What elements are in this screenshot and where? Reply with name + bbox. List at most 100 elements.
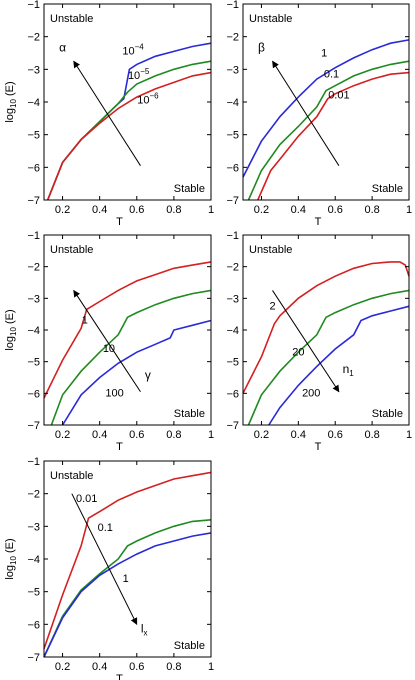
y-tick-label: −5 — [226, 357, 239, 369]
series-label-3: 1 — [123, 573, 129, 585]
y-tick-label: −6 — [27, 162, 40, 174]
series-label-1: 1 — [82, 315, 88, 327]
y-tick-label: −5 — [27, 357, 40, 369]
y-tick-label: −3 — [226, 293, 239, 305]
x-tick-label: 0.8 — [364, 204, 379, 216]
y-tick-label: −4 — [27, 554, 40, 566]
parameter-arrow — [71, 493, 138, 625]
series-label-1: 2 — [269, 300, 275, 312]
series-line-2 — [43, 519, 212, 658]
y-tick-label: −6 — [226, 388, 239, 400]
series-label-2: 0.1 — [98, 522, 113, 534]
x-tick-label: 1 — [406, 204, 412, 216]
chart-panel-4: 0.2 0.4 0.6 0.8 1 −1 −2 −3 −4 −5 −6 −7 T Unstable Stab… — [226, 230, 412, 453]
series-label-3: 10−6 — [137, 92, 159, 107]
y-tick-label: −5 — [226, 130, 239, 142]
series-label-2: 10 — [103, 343, 115, 355]
y-tick-label: −7 — [27, 195, 40, 207]
x-tick-label: 0.8 — [166, 204, 181, 216]
x-axis-label: T — [116, 673, 123, 680]
series-line-3 — [268, 305, 410, 426]
parameter-arrow — [272, 60, 340, 166]
unstable-label: Unstable — [50, 244, 93, 256]
y-tick-label: −4 — [27, 325, 40, 337]
series-line-2 — [50, 289, 212, 426]
x-tick-label: 0.4 — [92, 661, 107, 673]
y-tick-label: −7 — [226, 420, 239, 432]
parameter-symbol: α — [59, 40, 66, 54]
series-label-3: 200 — [302, 388, 320, 400]
stable-label: Stable — [372, 408, 403, 420]
x-tick-label: 0.2 — [254, 204, 269, 216]
parameter-arrow — [73, 60, 141, 166]
x-tick-label: 1 — [208, 204, 214, 216]
x-tick-label: 1 — [208, 429, 214, 441]
series-line-2 — [247, 289, 410, 426]
plot-frame — [242, 234, 410, 426]
x-tick-label: 0.8 — [166, 661, 181, 673]
y-axis-label: log10 (E) — [4, 309, 18, 350]
x-tick-label: 0.6 — [129, 429, 144, 441]
stable-label: Stable — [372, 183, 403, 195]
x-axis-label: T — [315, 216, 322, 228]
x-tick-label: 1 — [406, 429, 412, 441]
series-label-1: 10−4 — [122, 43, 144, 58]
y-tick-label: −3 — [27, 293, 40, 305]
parameter-arrow — [73, 289, 141, 393]
y-tick-label: −1 — [27, 0, 40, 11]
parameter-symbol: lx — [141, 622, 148, 638]
x-tick-label: 0.8 — [364, 429, 379, 441]
stable-label: Stable — [174, 183, 205, 195]
series-line-2 — [247, 60, 410, 201]
parameter-symbol: β — [258, 40, 265, 54]
y-tick-label: −4 — [226, 325, 239, 337]
x-tick-label: 0.2 — [55, 429, 70, 441]
y-tick-label: −6 — [27, 388, 40, 400]
parameter-symbol: γ — [145, 368, 151, 382]
y-tick-label: −5 — [27, 130, 40, 142]
y-tick-label: −1 — [27, 230, 40, 242]
y-tick-label: −3 — [27, 521, 40, 533]
y-tick-label: −3 — [226, 64, 239, 76]
x-tick-label: 0.2 — [55, 204, 70, 216]
unstable-label: Unstable — [249, 13, 292, 25]
y-tick-label: −4 — [27, 97, 40, 109]
x-tick-label: 0.6 — [129, 204, 144, 216]
x-tick-label: 0.4 — [291, 429, 306, 441]
y-tick-label: −4 — [226, 97, 239, 109]
y-axis-label: log10 (E) — [4, 538, 18, 579]
x-axis-label: T — [315, 441, 322, 453]
series-line-1 — [242, 39, 410, 178]
x-tick-label: 0.4 — [291, 204, 306, 216]
chart-panel-2: 0.2 0.4 0.6 0.8 1 −1 −2 −3 −4 −5 −6 −7 T Unstable Stab… — [226, 0, 412, 228]
x-tick-label: 0.6 — [129, 661, 144, 673]
plot-frame — [43, 234, 212, 426]
x-tick-label: 0.8 — [166, 429, 181, 441]
x-tick-label: 0.6 — [328, 429, 343, 441]
stable-label: Stable — [174, 408, 205, 420]
series-line-3 — [43, 532, 212, 658]
y-tick-label: −6 — [226, 162, 239, 174]
y-tick-label: −7 — [27, 652, 40, 664]
x-tick-label: 0.2 — [254, 429, 269, 441]
x-tick-label: 1 — [208, 661, 214, 673]
y-tick-label: −1 — [27, 456, 40, 468]
series-label-3: 100 — [105, 388, 123, 400]
parameter-symbol: n1 — [343, 362, 355, 378]
unstable-label: Unstable — [249, 244, 292, 256]
y-tick-label: −1 — [226, 230, 239, 242]
x-tick-label: 0.2 — [55, 661, 70, 673]
y-axis-label: log10 (E) — [4, 81, 18, 122]
y-tick-label: −2 — [27, 489, 40, 501]
y-tick-label: −5 — [27, 587, 40, 599]
y-tick-label: −2 — [226, 262, 239, 274]
y-tick-label: −7 — [226, 195, 239, 207]
y-tick-label: −7 — [27, 420, 40, 432]
series-line-1 — [242, 261, 410, 394]
x-axis-label: T — [116, 441, 123, 453]
series-line-3 — [46, 71, 212, 201]
